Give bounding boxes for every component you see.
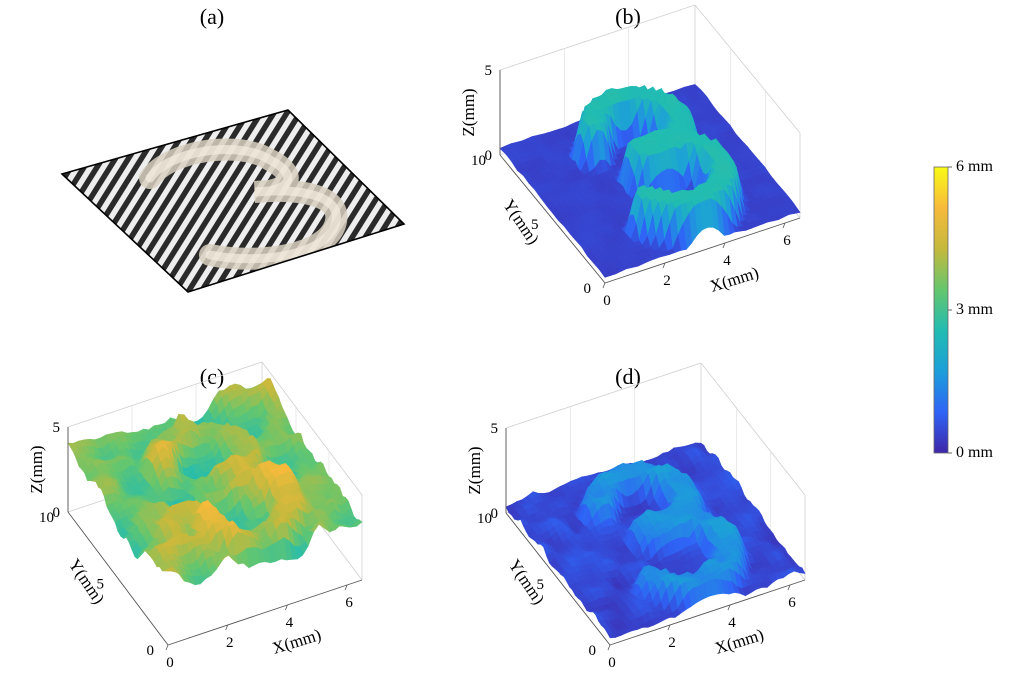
panel-label-a: (a) [199, 4, 225, 29]
y-tick-label: 5 [531, 217, 539, 233]
x-tick-label: 0 [603, 293, 611, 309]
x-tick-label: 4 [723, 253, 731, 269]
panel-label-c: (c) [199, 364, 225, 389]
y-tick-label: 10 [471, 153, 486, 169]
x-tick-label: 6 [345, 595, 353, 611]
z-tick-label: 0 [485, 148, 493, 164]
x-axis-label: X(mm) [270, 625, 323, 658]
x-axis-label: X(mm) [713, 625, 766, 658]
z-tick-label: 5 [485, 63, 493, 79]
digit-three-photo-icon [139, 138, 348, 270]
x-tick-label: 2 [226, 635, 234, 651]
colorbar-label-max: 6 mm [956, 158, 993, 175]
x-tick-label: 0 [608, 655, 616, 671]
z-axis-label: Z(mm) [465, 446, 484, 494]
axis-lines [505, 428, 806, 646]
y-tick-label: 0 [584, 281, 592, 297]
z-axis-label: Z(mm) [27, 445, 46, 493]
y-tick-label: 10 [39, 510, 54, 526]
y-tick-label: 0 [147, 643, 155, 659]
z-tick-label: 0 [53, 505, 61, 521]
x-axis-label: X(mm) [708, 263, 761, 296]
y-tick-label: 10 [477, 511, 492, 527]
axis-lines [499, 70, 801, 284]
colorbar-label-mid: 3 mm [956, 301, 993, 318]
x-tick-label: 4 [728, 615, 736, 631]
x-tick-label: 2 [663, 273, 671, 289]
x-tick-label: 6 [783, 233, 791, 249]
surface [505, 442, 806, 639]
y-tick-label: 5 [537, 577, 545, 593]
x-tick-label: 6 [788, 595, 796, 611]
surface [499, 84, 801, 278]
colorbar [933, 166, 949, 454]
colorbar-label-min: 0 mm [956, 444, 993, 461]
z-tick-label: 5 [53, 420, 61, 436]
y-tick-label: 0 [589, 643, 597, 659]
x-tick-label: 0 [166, 655, 174, 671]
surface [67, 377, 363, 586]
z-axis-label: Z(mm) [459, 88, 478, 136]
y-tick-label: 5 [97, 577, 105, 593]
z-tick-label: 5 [491, 421, 499, 437]
z-tick-label: 0 [491, 506, 499, 522]
axis-lines [67, 427, 363, 646]
x-tick-label: 4 [286, 615, 294, 631]
x-tick-label: 2 [668, 635, 676, 651]
